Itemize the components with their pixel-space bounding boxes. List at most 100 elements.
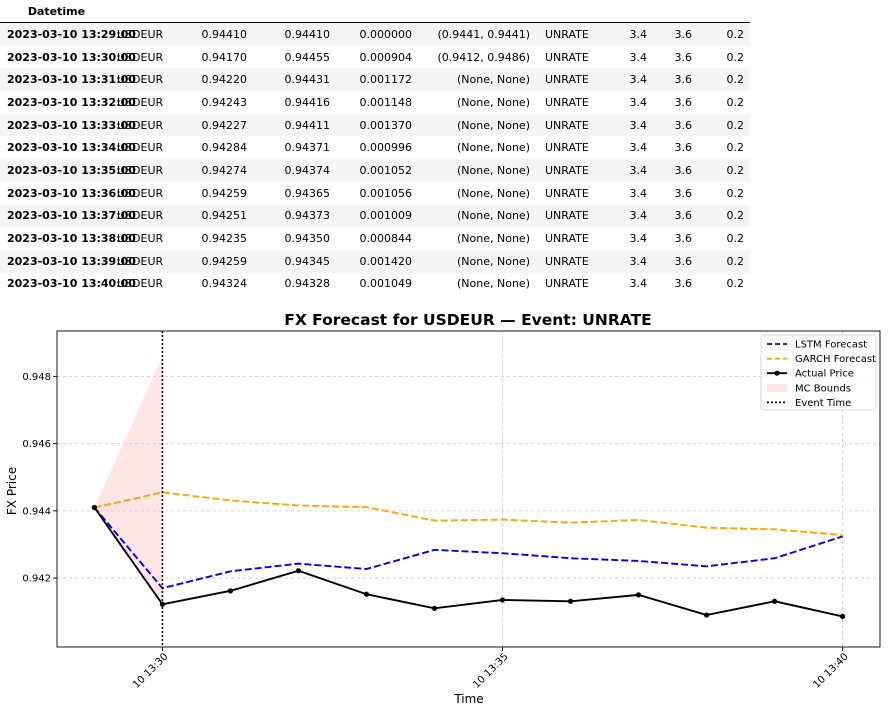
table-cell: 0.94235 (201, 232, 248, 246)
table-cell: 0.001056 (359, 186, 413, 200)
column-header (113, 0, 185, 23)
table-cell: 3.6 (652, 204, 696, 228)
table-cell: USDEUR (113, 204, 185, 228)
table-cell: 0.94455 (284, 50, 331, 64)
column-header (253, 0, 337, 23)
table-cell: 3.6 (652, 113, 696, 137)
table-cell: UNRATE (545, 277, 589, 291)
table-cell: (None, None) (417, 249, 535, 273)
results-table: Datetime 2023-03-10 13:29:00 USDEUR 0.9441… (0, 0, 750, 295)
table-cell: 0.94220 (185, 68, 253, 92)
table-cell: 3.4 (601, 204, 652, 228)
table-row: 2023-03-10 13:32:00 USDEUR 0.94243 0.94416 0… (0, 91, 750, 114)
table-cell: (None, None) (457, 186, 530, 200)
series-line-garch-forecast (94, 491, 843, 537)
table-cell: 3.4 (629, 232, 648, 246)
table-cell: 3.4 (601, 249, 652, 273)
x-tick-label: 10 13:40 (811, 651, 850, 690)
series-line-actual-price (93, 506, 843, 618)
table-cell: 0.94170 (201, 50, 248, 64)
table-cell: 0.000000 (337, 22, 417, 46)
table-cell: 3.6 (652, 249, 696, 273)
table-cell: 3.4 (629, 277, 648, 291)
table-cell: 0.2 (726, 232, 745, 246)
row-datetime: 2023-03-10 13:39:00 (0, 249, 136, 273)
actual-price-point (295, 568, 302, 574)
table-cell: 3.6 (674, 277, 693, 291)
table-cell: 3.6 (674, 141, 693, 155)
actual-price-point (771, 598, 778, 604)
table-cell: 0.94371 (284, 141, 331, 155)
table-cell: UNRATE (535, 204, 601, 228)
table-cell: 0.2 (696, 22, 750, 46)
table-cell: USDEUR (113, 249, 185, 273)
table-row: 2023-03-10 13:31:00 USDEUR 0.94220 0.94431 0… (0, 68, 750, 92)
results-table-container: Datetime 2023-03-10 13:29:00 USDEUR 0.9441… (0, 0, 750, 295)
table-cell: 0.94324 (201, 277, 248, 291)
table-cell: 0.94410 (185, 22, 253, 46)
row-datetime: 2023-03-10 13:34:00 (7, 141, 136, 155)
table-cell: USDEUR (113, 22, 185, 46)
actual-price-point (431, 605, 438, 611)
legend-mc-bounds-label: MC Bounds (795, 383, 851, 394)
actual-price-point (703, 612, 710, 618)
table-cell: USDEUR (113, 113, 185, 137)
x-axis-label: Time (453, 692, 483, 706)
table-cell: USDEUR (117, 186, 164, 200)
legend-lstm-label: LSTM Forecast (795, 340, 867, 351)
table-cell: 0.000904 (359, 50, 413, 64)
table-cell: (None, None) (417, 113, 535, 137)
table-cell: 3.6 (674, 95, 693, 109)
x-tick-label: 10 13:30 (131, 651, 170, 690)
actual-price-point (635, 592, 642, 598)
y-tick-label: 0.946 (22, 439, 51, 450)
table-row: 2023-03-10 13:39:00 USDEUR 0.94259 0.94345 0… (0, 249, 750, 273)
table-cell: USDEUR (113, 68, 185, 92)
table-cell: 3.4 (601, 113, 652, 137)
table-cell: 0.001370 (337, 113, 417, 137)
table-cell: (None, None) (457, 141, 530, 155)
legend-actual-label: Actual Price (795, 369, 854, 380)
chart-svg: FX Forecast for USDEUR — Event: UNRATE F… (5, 311, 881, 706)
table-cell: USDEUR (117, 141, 164, 155)
table-cell: (None, None) (457, 232, 530, 246)
table-cell: 3.6 (674, 50, 693, 64)
table-cell: 3.6 (674, 232, 693, 246)
table-cell: 0.001049 (359, 277, 413, 291)
table-cell: USDEUR (113, 159, 185, 182)
chart-title: FX Forecast for USDEUR — Event: UNRATE (284, 311, 652, 329)
x-tick-label: 10 13:35 (471, 651, 510, 690)
actual-price-point (839, 613, 846, 620)
table-cell: USDEUR (117, 277, 164, 291)
row-datetime: 2023-03-10 13:40:00 (7, 277, 136, 291)
table-cell: 0.2 (726, 50, 745, 64)
row-datetime: 2023-03-10 13:31:00 (0, 68, 136, 92)
column-header (185, 0, 253, 23)
column-header (601, 0, 652, 23)
table-row: 2023-03-10 13:29:00 USDEUR 0.94410 0.94410 0… (0, 22, 750, 46)
table-cell: 0.94243 (201, 95, 248, 109)
table-cell: 0.2 (696, 204, 750, 228)
chart-legend: LSTM Forecast GARCH Forecast Actual Price M… (760, 334, 877, 411)
table-cell: 0.94416 (284, 95, 331, 109)
table-cell: 0.001052 (337, 159, 417, 182)
column-header (652, 0, 696, 23)
table-cell: UNRATE (535, 22, 601, 46)
legend-box (760, 334, 877, 411)
table-cell: UNRATE (545, 141, 589, 155)
table-cell: 0.000844 (359, 232, 413, 246)
table-cell: USDEUR (117, 50, 164, 64)
table-cell: UNRATE (535, 159, 601, 182)
table-cell: 3.6 (652, 68, 696, 92)
table-body: 2023-03-10 13:29:00 USDEUR 0.94410 0.94410 0… (0, 22, 750, 296)
table-cell: 0.001172 (337, 68, 417, 92)
row-datetime: 2023-03-10 13:33:00 (0, 113, 136, 137)
table-row: 2023-03-10 13:36:00 USDEUR 0.94259 0.94365 0… (0, 182, 750, 205)
table-cell: UNRATE (545, 232, 589, 246)
table-cell: USDEUR (117, 95, 164, 109)
actual-price-point (91, 504, 98, 511)
table-cell: 3.4 (629, 186, 648, 200)
row-datetime: 2023-03-10 13:30:00 (7, 50, 136, 64)
legend-mc-bounds-swatch (767, 383, 787, 392)
table-cell: 0.94259 (185, 249, 253, 273)
